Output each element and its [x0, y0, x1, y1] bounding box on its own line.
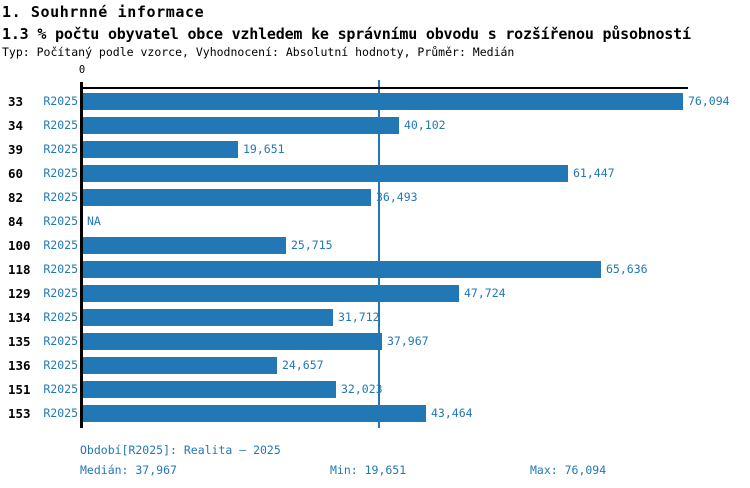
row-category-label: 135: [8, 334, 31, 349]
bar-value-label: 40,102: [404, 118, 446, 132]
row-category-label: 100: [8, 238, 31, 253]
bar: [83, 285, 459, 302]
row-series-label: R2025: [43, 286, 78, 300]
bar-value-label: 25,715: [291, 238, 333, 252]
footer-period-label: Období[R2025]: Realita – 2025: [80, 443, 281, 457]
footer-median-label: Medián: 37,967: [80, 463, 177, 477]
row-series-label: R2025: [43, 166, 78, 180]
row-category-label: 129: [8, 286, 31, 301]
row-series-label: R2025: [43, 94, 78, 108]
bar-value-label: 24,657: [282, 358, 324, 372]
bar: [83, 357, 277, 374]
bar-value-label: 36,493: [376, 190, 418, 204]
bar-value-label: 19,651: [243, 142, 285, 156]
chart-title: 1.3 % počtu obyvatel obce vzhledem ke sp…: [2, 25, 691, 43]
bar: [83, 189, 371, 206]
row-category-label: 151: [8, 382, 31, 397]
row-series-label: R2025: [43, 406, 78, 420]
row-category-label: 82: [8, 190, 24, 205]
chart-row: 135 R2025 37,967: [0, 330, 750, 354]
bar: [83, 333, 382, 350]
bar-value-label: 76,094: [688, 94, 730, 108]
footer-max-label: Max: 76,094: [530, 463, 607, 477]
bar: [83, 93, 683, 110]
bar-value-label: 31,712: [338, 310, 380, 324]
chart-row: 129 R2025 47,724: [0, 282, 750, 306]
bar-value-label: 61,447: [573, 166, 615, 180]
bar: [83, 141, 238, 158]
axis-zero-label: 0: [78, 64, 86, 76]
bar: [83, 261, 601, 278]
bar-value-label: 32,023: [341, 382, 383, 396]
bar: [83, 165, 568, 182]
row-series-label: R2025: [43, 382, 78, 396]
footer-min-label: Min: 19,651: [330, 463, 407, 477]
bar: [83, 381, 336, 398]
chart-row: 34 R2025 40,102: [0, 114, 750, 138]
row-series-label: R2025: [43, 142, 78, 156]
chart-row: 151 R2025 32,023: [0, 378, 750, 402]
row-category-label: 153: [8, 406, 31, 421]
row-category-label: 134: [8, 310, 31, 325]
row-category-label: 33: [8, 94, 24, 109]
chart-row: 100 R2025 25,715: [0, 234, 750, 258]
chart-meta: Typ: Počítaný podle vzorce, Vyhodnocení:…: [2, 45, 515, 59]
row-series-label: R2025: [43, 262, 78, 276]
bar-value-label: 37,967: [387, 334, 429, 348]
row-series-label: R2025: [43, 358, 78, 372]
chart-row: 39 R2025 19,651: [0, 138, 750, 162]
page-title: 1. Souhrnné informace: [2, 3, 205, 21]
chart-row: 60 R2025 61,447: [0, 162, 750, 186]
bar: [83, 117, 399, 134]
bar-value-label: 43,464: [431, 406, 473, 420]
bar-value-label: 65,636: [606, 262, 648, 276]
bar-value-label: NA: [87, 214, 101, 228]
row-category-label: 60: [8, 166, 24, 181]
row-category-label: 136: [8, 358, 31, 373]
row-series-label: R2025: [43, 190, 78, 204]
row-series-label: R2025: [43, 310, 78, 324]
chart-row: 84 R2025 NA: [0, 210, 750, 234]
chart-row: 136 R2025 24,657: [0, 354, 750, 378]
row-category-label: 84: [8, 214, 24, 229]
row-category-label: 34: [8, 118, 24, 133]
row-series-label: R2025: [43, 334, 78, 348]
row-series-label: R2025: [43, 238, 78, 252]
chart-row: 82 R2025 36,493: [0, 186, 750, 210]
chart-row: 134 R2025 31,712: [0, 306, 750, 330]
bar: [83, 237, 286, 254]
chart-row: 118 R2025 65,636: [0, 258, 750, 282]
row-series-label: R2025: [43, 214, 78, 228]
row-series-label: R2025: [43, 118, 78, 132]
chart-row: 153 R2025 43,464: [0, 402, 750, 426]
bar-value-label: 47,724: [464, 286, 506, 300]
bar: [83, 405, 426, 422]
chart-row: 33 R2025 76,094: [0, 90, 750, 114]
y-axis-line: [80, 82, 83, 428]
row-category-label: 118: [8, 262, 31, 277]
median-reference-line: [378, 80, 380, 428]
x-axis-top-line: [80, 87, 688, 89]
bar: [83, 309, 333, 326]
row-category-label: 39: [8, 142, 24, 157]
